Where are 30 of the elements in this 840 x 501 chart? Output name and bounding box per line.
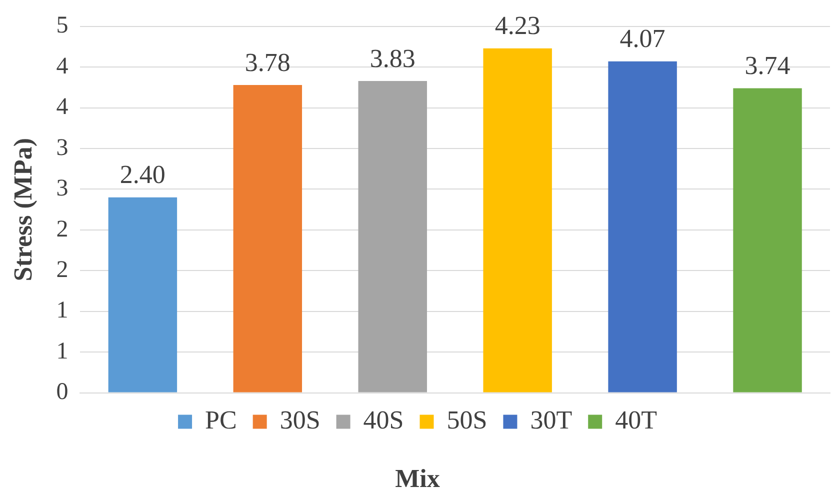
- x-axis-title: Mix: [395, 464, 440, 494]
- y-tick-label: 4: [56, 94, 68, 120]
- legend-label: 40T: [615, 406, 658, 435]
- y-tick-label: 3: [56, 176, 68, 202]
- legend-label: 30T: [530, 406, 572, 435]
- bar: [608, 61, 677, 392]
- legend-label: PC: [205, 406, 237, 435]
- y-tick-label: 1: [56, 298, 68, 324]
- legend-label: 40S: [363, 406, 404, 435]
- y-tick-label: 3: [56, 134, 68, 161]
- data-label: 4.23: [494, 11, 540, 40]
- bar: [108, 197, 178, 392]
- y-tick-label: 1: [56, 338, 68, 364]
- data-label: 3.83: [370, 44, 416, 73]
- y-tick-label: 2: [56, 216, 68, 242]
- bar: [358, 80, 427, 392]
- bar: [733, 88, 802, 392]
- data-label: 2.40: [120, 160, 166, 190]
- y-axis-title: Stress (MPa): [8, 138, 38, 282]
- legend-label: 50S: [446, 406, 488, 435]
- bar: [233, 85, 302, 392]
- y-tick-label: 0: [56, 379, 68, 406]
- data-label: 3.78: [244, 48, 290, 77]
- legend-label: 30S: [280, 406, 320, 435]
- y-tick-label: 5: [56, 12, 68, 39]
- data-label: 3.74: [744, 51, 790, 80]
- data-label: 4.07: [620, 24, 666, 54]
- y-tick-label: 2: [56, 256, 68, 283]
- y-tick-label: 4: [56, 53, 68, 80]
- bar: [483, 48, 552, 392]
